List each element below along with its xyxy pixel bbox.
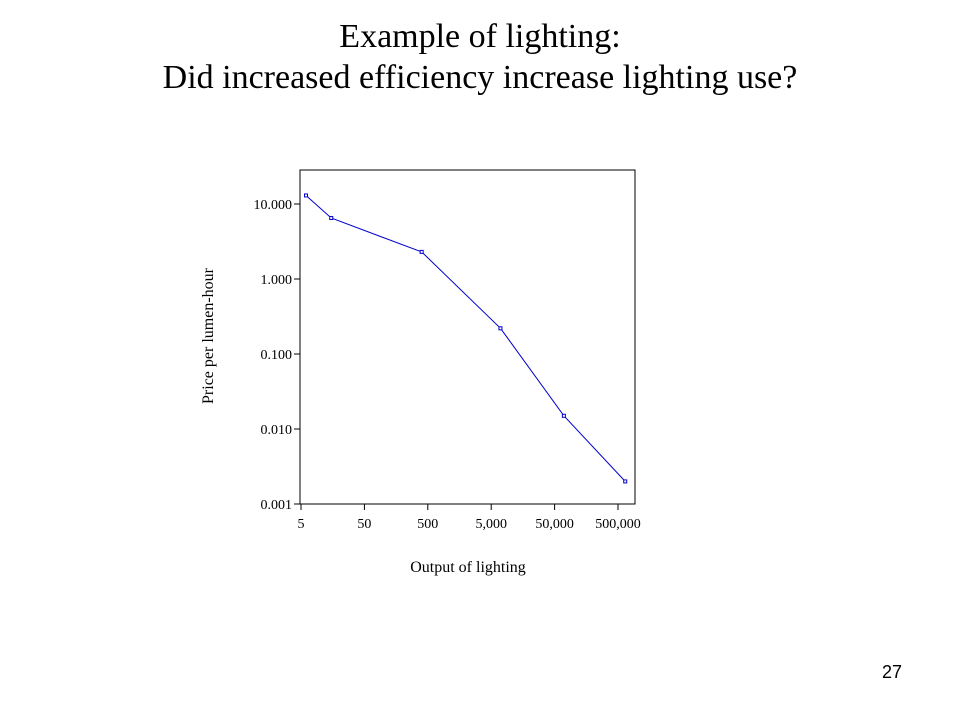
plot-frame: [299, 169, 636, 505]
x-axis-ticks: 5 50 500 5,000 50,000 500,000: [298, 504, 641, 532]
data-point: [561, 413, 566, 418]
y-tick-label: 0.001: [261, 498, 293, 513]
data-point: [329, 216, 334, 221]
x-tick-label: 5: [298, 517, 305, 532]
slide-title: Example of lighting: Did increased effic…: [0, 16, 960, 98]
data-point: [623, 479, 628, 484]
page-number: 27: [881, 662, 902, 682]
y-tick-label: 10.000: [254, 198, 293, 213]
series-group: [304, 193, 628, 484]
data-point: [304, 193, 309, 198]
y-axis-ticks: 0.001 0.010 0.100 1.000 10.000: [254, 198, 300, 513]
slide-title-line-2: Did increased efficiency increase lighti…: [162, 59, 798, 96]
x-tick-label: 5,000: [475, 517, 507, 532]
x-tick-label: 500,000: [595, 517, 641, 532]
data-point: [498, 326, 503, 331]
data-point: [419, 249, 424, 254]
x-axis-title: Output of lighting: [410, 559, 526, 576]
series-line: [305, 195, 626, 482]
slide-title-line-1: Example of lighting:: [339, 18, 621, 55]
y-tick-label: 0.010: [261, 423, 293, 438]
x-tick-label: 50: [357, 517, 371, 532]
y-axis-title: Price per lumen-hour: [200, 267, 217, 404]
y-tick-label: 0.100: [261, 348, 293, 363]
x-tick-label: 50,000: [535, 517, 574, 532]
x-tick-label: 500: [417, 517, 438, 532]
y-tick-label: 1.000: [261, 273, 293, 288]
